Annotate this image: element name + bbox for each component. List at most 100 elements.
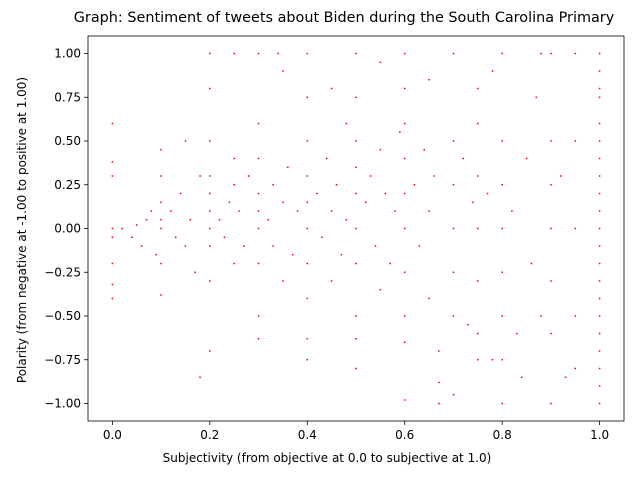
scatter-point bbox=[550, 280, 552, 282]
scatter-point bbox=[452, 271, 455, 274]
scatter-point bbox=[574, 367, 577, 370]
scatter-point bbox=[208, 192, 211, 195]
scatter-point bbox=[574, 140, 577, 142]
scatter-point bbox=[325, 157, 328, 160]
scatter-point bbox=[379, 61, 382, 64]
y-tick-label: −0.50 bbox=[44, 309, 81, 323]
scatter-point bbox=[476, 358, 479, 361]
x-axis: 0.0 0.2 0.4 0.6 0.8 1.0 bbox=[103, 421, 609, 442]
scatter-point bbox=[267, 218, 270, 221]
scatter-point bbox=[155, 253, 158, 256]
scatter-point bbox=[189, 218, 192, 221]
scatter-point bbox=[501, 358, 504, 361]
scatter-point bbox=[194, 271, 197, 274]
scatter-point bbox=[218, 218, 221, 221]
scatter-point bbox=[277, 52, 279, 55]
scatter-point bbox=[389, 262, 392, 265]
scatter-point bbox=[491, 358, 494, 361]
scatter-point bbox=[520, 376, 523, 379]
scatter-point bbox=[598, 157, 601, 160]
scatter-point bbox=[111, 283, 114, 286]
scatter-point bbox=[257, 122, 260, 125]
scatter-point bbox=[272, 245, 275, 247]
scatter-point bbox=[515, 332, 518, 335]
scatter-point bbox=[403, 227, 406, 230]
scatter-point bbox=[428, 78, 430, 81]
x-tick-label: 1.0 bbox=[590, 428, 609, 442]
scatter-point bbox=[550, 52, 552, 55]
x-tick-label: 0.2 bbox=[200, 428, 219, 442]
scatter-point bbox=[501, 52, 504, 55]
scatter-point bbox=[598, 280, 601, 282]
scatter-point bbox=[130, 236, 133, 239]
scatter-point bbox=[111, 262, 114, 265]
scatter-point bbox=[111, 227, 114, 230]
scatter-point bbox=[150, 210, 153, 212]
x-axis-label: Subjectivity (from objective at 0.0 to s… bbox=[163, 451, 492, 465]
scatter-point bbox=[330, 210, 333, 212]
scatter-point bbox=[476, 87, 479, 90]
scatter-point bbox=[598, 262, 601, 265]
scatter-point bbox=[501, 227, 504, 230]
scatter-point bbox=[452, 315, 455, 317]
scatter-point bbox=[550, 332, 552, 335]
scatter-point bbox=[306, 96, 309, 99]
scatter-point bbox=[574, 315, 577, 317]
scatter-point bbox=[452, 227, 455, 230]
scatter-point bbox=[598, 350, 601, 352]
scatter-point bbox=[403, 52, 406, 55]
scatter-point bbox=[233, 52, 236, 55]
scatter-point bbox=[111, 297, 114, 300]
scatter-point bbox=[403, 399, 406, 401]
scatter-point bbox=[491, 70, 494, 72]
scatter-point bbox=[340, 253, 343, 256]
scatter-point bbox=[160, 294, 162, 296]
scatter-point bbox=[476, 175, 479, 177]
scatter-point bbox=[501, 315, 504, 317]
scatter-point bbox=[501, 402, 504, 405]
scatter-point bbox=[160, 201, 162, 204]
scatter-point bbox=[374, 245, 377, 247]
y-tick-label: −1.00 bbox=[44, 397, 81, 411]
scatter-point bbox=[364, 201, 367, 204]
scatter-point bbox=[184, 245, 187, 247]
scatter-point bbox=[257, 337, 260, 340]
scatter-point bbox=[403, 315, 406, 317]
scatter-point bbox=[403, 271, 406, 274]
scatter-point bbox=[355, 192, 357, 195]
scatter-point bbox=[306, 201, 309, 204]
scatter-point bbox=[111, 161, 114, 163]
scatter-point bbox=[208, 350, 211, 352]
scatter-point bbox=[379, 288, 382, 291]
scatter-point bbox=[598, 70, 601, 72]
scatter-point bbox=[423, 148, 426, 151]
y-tick-label: −0.75 bbox=[44, 353, 81, 367]
scatter-point bbox=[257, 262, 260, 265]
scatter-point bbox=[306, 175, 309, 177]
scatter-point bbox=[140, 245, 143, 247]
scatter-point bbox=[540, 315, 543, 317]
scatter-point bbox=[433, 175, 435, 177]
scatter-point bbox=[257, 210, 260, 212]
y-axis-label: Polarity (from negative at -1.00 to posi… bbox=[15, 77, 29, 383]
scatter-point bbox=[598, 122, 601, 125]
y-tick-label: 1.00 bbox=[54, 47, 81, 61]
scatter-point bbox=[413, 183, 416, 186]
scatter-point bbox=[403, 192, 406, 195]
scatter-points bbox=[111, 52, 601, 405]
scatter-point bbox=[598, 192, 601, 195]
scatter-point bbox=[330, 87, 333, 90]
scatter-point bbox=[501, 183, 504, 186]
scatter-point bbox=[369, 175, 372, 177]
scatter-point bbox=[511, 210, 513, 212]
scatter-point bbox=[355, 227, 357, 230]
scatter-point bbox=[452, 52, 455, 55]
scatter-point bbox=[598, 385, 601, 387]
scatter-point bbox=[306, 262, 309, 265]
scatter-point bbox=[598, 367, 601, 370]
scatter-point bbox=[306, 358, 309, 361]
scatter-point bbox=[160, 218, 162, 221]
scatter-point bbox=[282, 70, 284, 72]
scatter-point bbox=[121, 227, 124, 230]
